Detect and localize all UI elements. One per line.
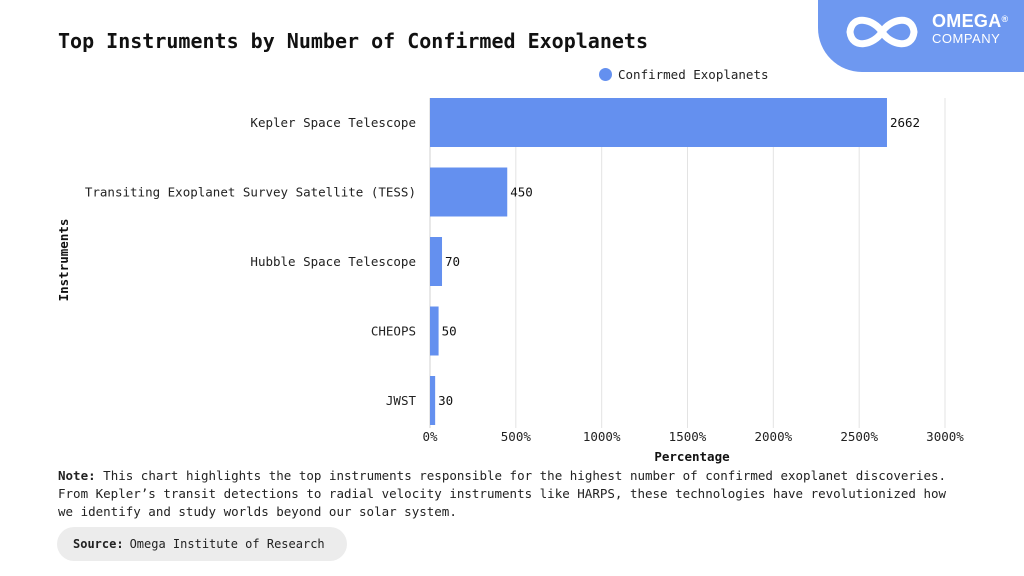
gridlines xyxy=(429,98,946,428)
bar xyxy=(430,376,436,425)
bar xyxy=(430,167,508,217)
data-label: 70 xyxy=(445,254,460,269)
x-tick-label: 2000% xyxy=(755,429,793,444)
x-tick-label: 1000% xyxy=(583,429,621,444)
y-tick-label: CHEOPS xyxy=(371,324,416,339)
legend-swatch xyxy=(599,68,612,81)
data-label: 2662 xyxy=(890,115,920,130)
labels: 0% 500% 1000% 1500% 2000% 2500% 3000% Kepler Sp… xyxy=(85,115,964,444)
bar xyxy=(430,98,887,147)
logo-registered-mark: ® xyxy=(1001,14,1009,24)
data-label: 30 xyxy=(438,393,453,408)
y-tick-label: Hubble Space Telescope xyxy=(250,254,416,269)
x-axis-title: Percentage xyxy=(654,449,730,464)
bar xyxy=(430,306,439,356)
logo-text: OMEGA® COMPANY xyxy=(932,12,1008,48)
source-text: Omega Institute of Research xyxy=(129,537,325,551)
y-axis-title: Instruments xyxy=(56,219,71,302)
x-tick-label: 500% xyxy=(501,429,532,444)
infinity-icon xyxy=(846,16,918,48)
company-logo: OMEGA® COMPANY xyxy=(818,0,1024,72)
chart-legend: Confirmed Exoplanets xyxy=(599,67,769,82)
logo-name: OMEGA xyxy=(932,11,1002,31)
bar xyxy=(430,237,443,286)
bar-chart: 0% 500% 1000% 1500% 2000% 2500% 3000% Kepler Sp… xyxy=(56,98,964,464)
chart-note: Note: This chart highlights the top inst… xyxy=(58,467,968,521)
x-tick-label: 0% xyxy=(422,429,438,444)
data-label: 450 xyxy=(510,185,533,200)
note-text: This chart highlights the top instrument… xyxy=(58,468,947,519)
bars xyxy=(430,98,887,425)
y-tick-label: Transiting Exoplanet Survey Satellite (T… xyxy=(85,185,416,200)
chart-title: Top Instruments by Number of Confirmed E… xyxy=(58,29,649,53)
y-tick-label: Kepler Space Telescope xyxy=(250,115,416,130)
source-label: Source: xyxy=(73,537,124,551)
x-tick-label: 1500% xyxy=(669,429,707,444)
note-label: Note: xyxy=(58,468,96,483)
logo-subtitle: COMPANY xyxy=(932,31,1001,46)
legend-label: Confirmed Exoplanets xyxy=(618,67,769,82)
y-tick-label: JWST xyxy=(386,393,417,408)
x-tick-label: 2500% xyxy=(840,429,878,444)
x-tick-label: 3000% xyxy=(926,429,964,444)
source-badge: Source: Omega Institute of Research xyxy=(57,527,347,561)
data-label: 50 xyxy=(442,324,457,339)
